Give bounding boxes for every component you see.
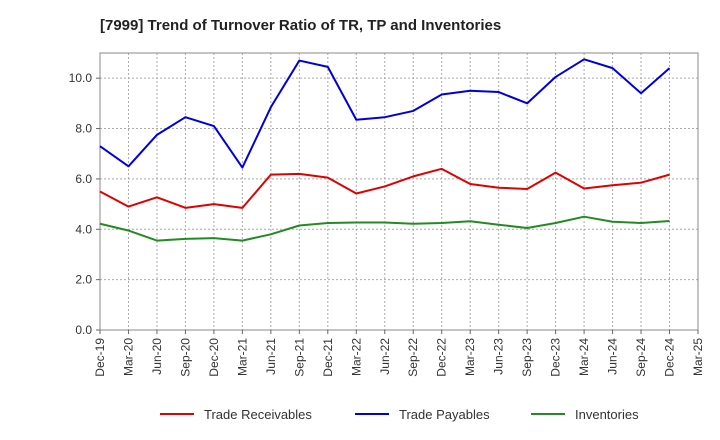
- x-tick-label: Sep-21: [292, 338, 306, 377]
- x-tick-label: Dec-23: [549, 338, 563, 377]
- x-tick-label: Mar-25: [691, 338, 705, 376]
- y-tick-label: 10.0: [69, 71, 93, 85]
- x-tick-label: Mar-23: [463, 338, 477, 376]
- x-tick-label: Sep-22: [406, 338, 420, 377]
- chart-title: [7999] Trend of Turnover Ratio of TR, TP…: [100, 17, 501, 34]
- x-tick-label: Sep-24: [634, 338, 648, 377]
- legend-label-inventories: Inventories: [575, 407, 639, 422]
- grid-layer: [99, 53, 699, 331]
- x-tick-label: Jun-20: [150, 338, 164, 375]
- x-tick-label: Dec-20: [207, 338, 221, 377]
- x-tick-label: Sep-20: [178, 338, 192, 377]
- x-tick-label: Dec-24: [663, 338, 677, 377]
- legend-label-trade-receivables: Trade Receivables: [204, 407, 312, 422]
- x-tick-label: Dec-19: [93, 338, 107, 377]
- plot-frame: [99, 52, 699, 331]
- series-layer: [99, 58, 671, 242]
- x-tick-label: Mar-20: [121, 338, 135, 376]
- y-tick-label: 4.0: [75, 222, 92, 236]
- x-tick-label: Dec-21: [321, 338, 335, 377]
- x-tick-label: Jun-24: [606, 338, 620, 375]
- y-tick-label: 0.0: [75, 323, 92, 337]
- axis-layer: 0.0 2.0 4.0 6.0 8.0 10.0 Dec-19 Mar-20 Jun-20 Sep…: [69, 71, 705, 377]
- series-line-trade-receivables: [99, 167, 670, 209]
- x-tick-label: Mar-22: [349, 338, 363, 376]
- y-tick-label: 8.0: [75, 122, 92, 136]
- x-tick-label: Jun-22: [378, 338, 392, 375]
- legend: Trade Receivables Trade Payables Inventori…: [160, 407, 639, 422]
- x-tick-label: Dec-22: [435, 338, 449, 377]
- x-tick-label: Mar-24: [577, 338, 591, 376]
- x-tick-label: Jun-21: [264, 338, 278, 375]
- y-tick-label: 2.0: [75, 273, 92, 287]
- x-tick-label: Jun-23: [492, 338, 506, 375]
- series-line-inventories: [99, 215, 670, 242]
- x-tick-label: Mar-21: [235, 338, 249, 376]
- legend-label-trade-payables: Trade Payables: [399, 407, 490, 422]
- x-tick-label: Sep-23: [520, 338, 534, 377]
- series-line-trade-payables: [99, 58, 671, 169]
- y-tick-label: 6.0: [75, 172, 92, 186]
